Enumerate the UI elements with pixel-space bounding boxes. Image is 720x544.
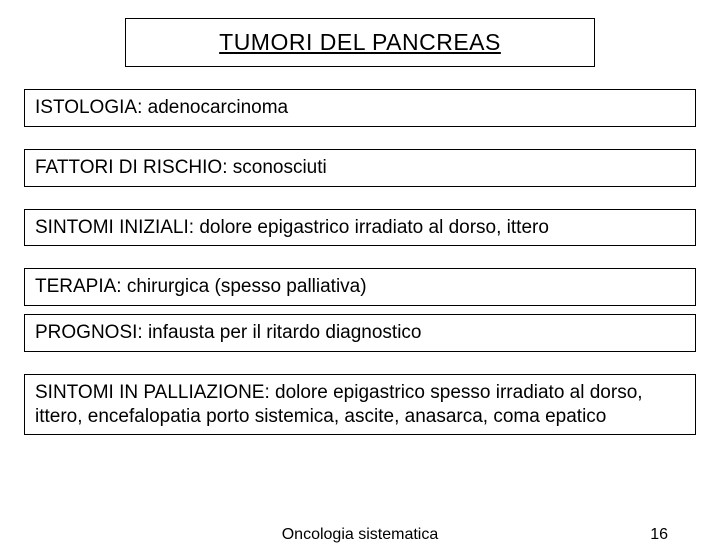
slide-title: TUMORI DEL PANCREAS: [219, 29, 501, 55]
row-sintomi-iniziali: SINTOMI INIZIALI: dolore epigastrico irr…: [24, 209, 696, 247]
title-box: TUMORI DEL PANCREAS: [125, 18, 595, 67]
page-number: 16: [650, 526, 668, 544]
footer-center-text: Oncologia sistematica: [0, 526, 720, 544]
row-fattori-rischio: FATTORI DI RISCHIO: sconosciuti: [24, 149, 696, 187]
row-sintomi-palliazione: SINTOMI IN PALLIAZIONE: dolore epigastri…: [24, 374, 696, 436]
row-terapia: TERAPIA: chirurgica (spesso palliativa): [24, 268, 696, 306]
row-prognosi: PROGNOSI: infausta per il ritardo diagno…: [24, 314, 696, 352]
row-istologia: ISTOLOGIA: adenocarcinoma: [24, 89, 696, 127]
